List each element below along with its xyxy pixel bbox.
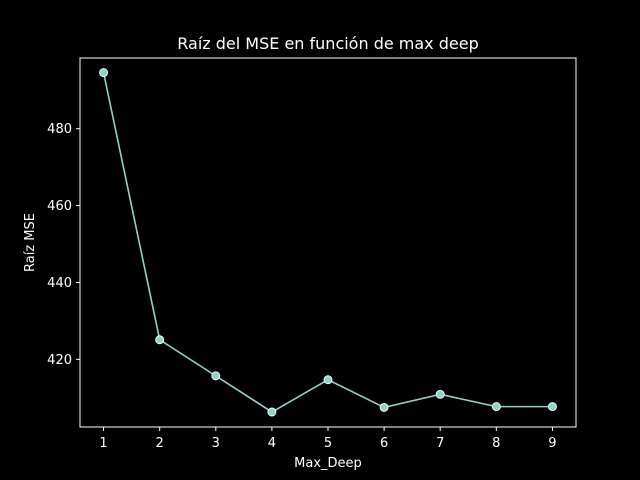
y-tick-label: 460 bbox=[47, 199, 72, 214]
y-axis-label: Raíz MSE bbox=[23, 213, 38, 272]
chart-title: Raíz del MSE en función de max deep bbox=[177, 34, 478, 53]
series-group bbox=[99, 68, 557, 417]
x-tick-label: 3 bbox=[212, 436, 220, 451]
data-point bbox=[491, 402, 501, 412]
data-point bbox=[379, 402, 389, 412]
x-tick-label: 6 bbox=[380, 436, 388, 451]
x-tick-label: 5 bbox=[324, 436, 332, 451]
x-axis: 1 2 3 4 5 6 7 8 9 bbox=[99, 427, 557, 451]
x-tick-label: 1 bbox=[99, 436, 107, 451]
x-axis-label: Max_Deep bbox=[294, 456, 362, 471]
x-tick-label: 2 bbox=[156, 436, 164, 451]
data-point bbox=[435, 389, 445, 399]
x-tick-label: 7 bbox=[436, 436, 444, 451]
y-axis: 420 440 460 480 bbox=[47, 122, 80, 368]
x-tick-label: 4 bbox=[268, 436, 276, 451]
data-point bbox=[211, 371, 221, 381]
data-point bbox=[547, 402, 557, 412]
data-point bbox=[99, 68, 109, 78]
y-tick-label: 440 bbox=[47, 276, 72, 291]
y-tick-label: 420 bbox=[47, 353, 72, 368]
data-point bbox=[155, 335, 165, 345]
data-point bbox=[323, 375, 333, 385]
x-tick-label: 8 bbox=[492, 436, 500, 451]
data-point bbox=[267, 407, 277, 417]
x-tick-label: 9 bbox=[548, 436, 556, 451]
y-tick-label: 480 bbox=[47, 122, 72, 137]
